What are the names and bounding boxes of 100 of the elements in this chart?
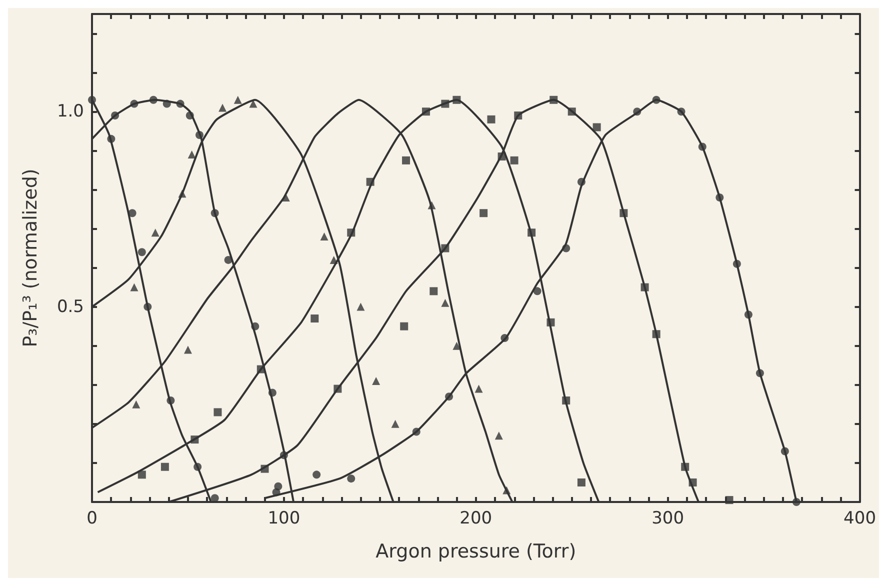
point bbox=[756, 369, 764, 378]
point bbox=[430, 287, 438, 296]
point bbox=[268, 388, 276, 397]
point bbox=[149, 96, 158, 104]
point bbox=[514, 112, 522, 120]
point bbox=[310, 314, 319, 323]
point bbox=[744, 310, 752, 319]
point bbox=[356, 302, 365, 311]
point bbox=[320, 232, 328, 241]
y-tick-label: 1.0 bbox=[56, 102, 84, 122]
point bbox=[428, 201, 436, 210]
point bbox=[592, 123, 601, 132]
point bbox=[190, 436, 199, 444]
point bbox=[280, 451, 288, 460]
point bbox=[500, 334, 509, 342]
point bbox=[186, 112, 194, 120]
point bbox=[162, 100, 171, 108]
point bbox=[422, 108, 430, 116]
point bbox=[188, 150, 196, 159]
point bbox=[562, 244, 570, 252]
point bbox=[652, 96, 660, 104]
point bbox=[151, 228, 160, 237]
point bbox=[780, 447, 789, 456]
point bbox=[366, 178, 374, 186]
point bbox=[441, 298, 450, 307]
point bbox=[725, 496, 734, 504]
point bbox=[652, 330, 660, 338]
point bbox=[502, 486, 511, 494]
x-axis-title: Argon pressure (Torr) bbox=[376, 540, 576, 562]
point bbox=[568, 108, 576, 116]
point bbox=[144, 302, 152, 311]
point bbox=[347, 474, 356, 483]
point bbox=[528, 228, 536, 237]
point bbox=[334, 384, 342, 393]
point bbox=[88, 96, 96, 104]
point bbox=[640, 283, 649, 292]
point bbox=[210, 209, 219, 218]
point bbox=[184, 346, 192, 354]
point bbox=[251, 322, 260, 330]
point bbox=[178, 190, 186, 198]
point bbox=[111, 112, 120, 120]
point bbox=[732, 260, 741, 268]
point bbox=[452, 96, 461, 104]
point bbox=[681, 462, 690, 471]
point bbox=[402, 156, 410, 164]
point bbox=[498, 152, 506, 160]
point bbox=[441, 100, 450, 108]
point bbox=[132, 400, 140, 408]
point bbox=[474, 384, 483, 393]
y-axis-title: P₃/P₁³ (normalized) bbox=[20, 168, 42, 348]
x-tick-label: 400 bbox=[844, 508, 876, 528]
point bbox=[412, 428, 420, 436]
point bbox=[347, 228, 356, 237]
point bbox=[716, 193, 724, 202]
point bbox=[633, 108, 642, 116]
point bbox=[441, 244, 450, 252]
point bbox=[224, 256, 232, 264]
point bbox=[372, 376, 380, 385]
point bbox=[510, 156, 518, 164]
point bbox=[256, 365, 265, 374]
point bbox=[698, 142, 706, 151]
point bbox=[577, 478, 586, 486]
point bbox=[214, 408, 222, 416]
point bbox=[218, 104, 227, 112]
point bbox=[195, 131, 204, 140]
point bbox=[452, 342, 461, 350]
point bbox=[688, 478, 697, 486]
x-tick-label: 100 bbox=[268, 508, 300, 528]
point bbox=[677, 108, 686, 116]
point bbox=[533, 287, 542, 296]
x-tick-label: 0 bbox=[86, 508, 98, 528]
point bbox=[577, 178, 586, 186]
point bbox=[194, 462, 202, 471]
point bbox=[312, 470, 321, 479]
point bbox=[445, 392, 454, 401]
point bbox=[480, 209, 488, 218]
point bbox=[138, 248, 146, 256]
point bbox=[130, 100, 138, 108]
point bbox=[546, 318, 555, 326]
point bbox=[620, 209, 628, 218]
x-tick-label: 300 bbox=[652, 508, 684, 528]
point bbox=[562, 396, 570, 404]
point bbox=[494, 432, 503, 440]
point bbox=[234, 96, 242, 104]
point bbox=[400, 322, 408, 330]
point bbox=[107, 134, 116, 143]
point bbox=[160, 462, 169, 471]
point bbox=[792, 498, 800, 506]
point bbox=[176, 100, 184, 108]
y-tick-label: 0.5 bbox=[56, 296, 84, 317]
point bbox=[391, 420, 400, 428]
point bbox=[138, 470, 146, 479]
point bbox=[130, 283, 138, 292]
x-tick-label: 200 bbox=[460, 508, 492, 528]
point bbox=[128, 209, 136, 218]
point bbox=[272, 488, 280, 496]
point bbox=[487, 115, 496, 124]
point bbox=[166, 396, 175, 404]
point bbox=[550, 96, 558, 104]
point bbox=[260, 464, 269, 473]
